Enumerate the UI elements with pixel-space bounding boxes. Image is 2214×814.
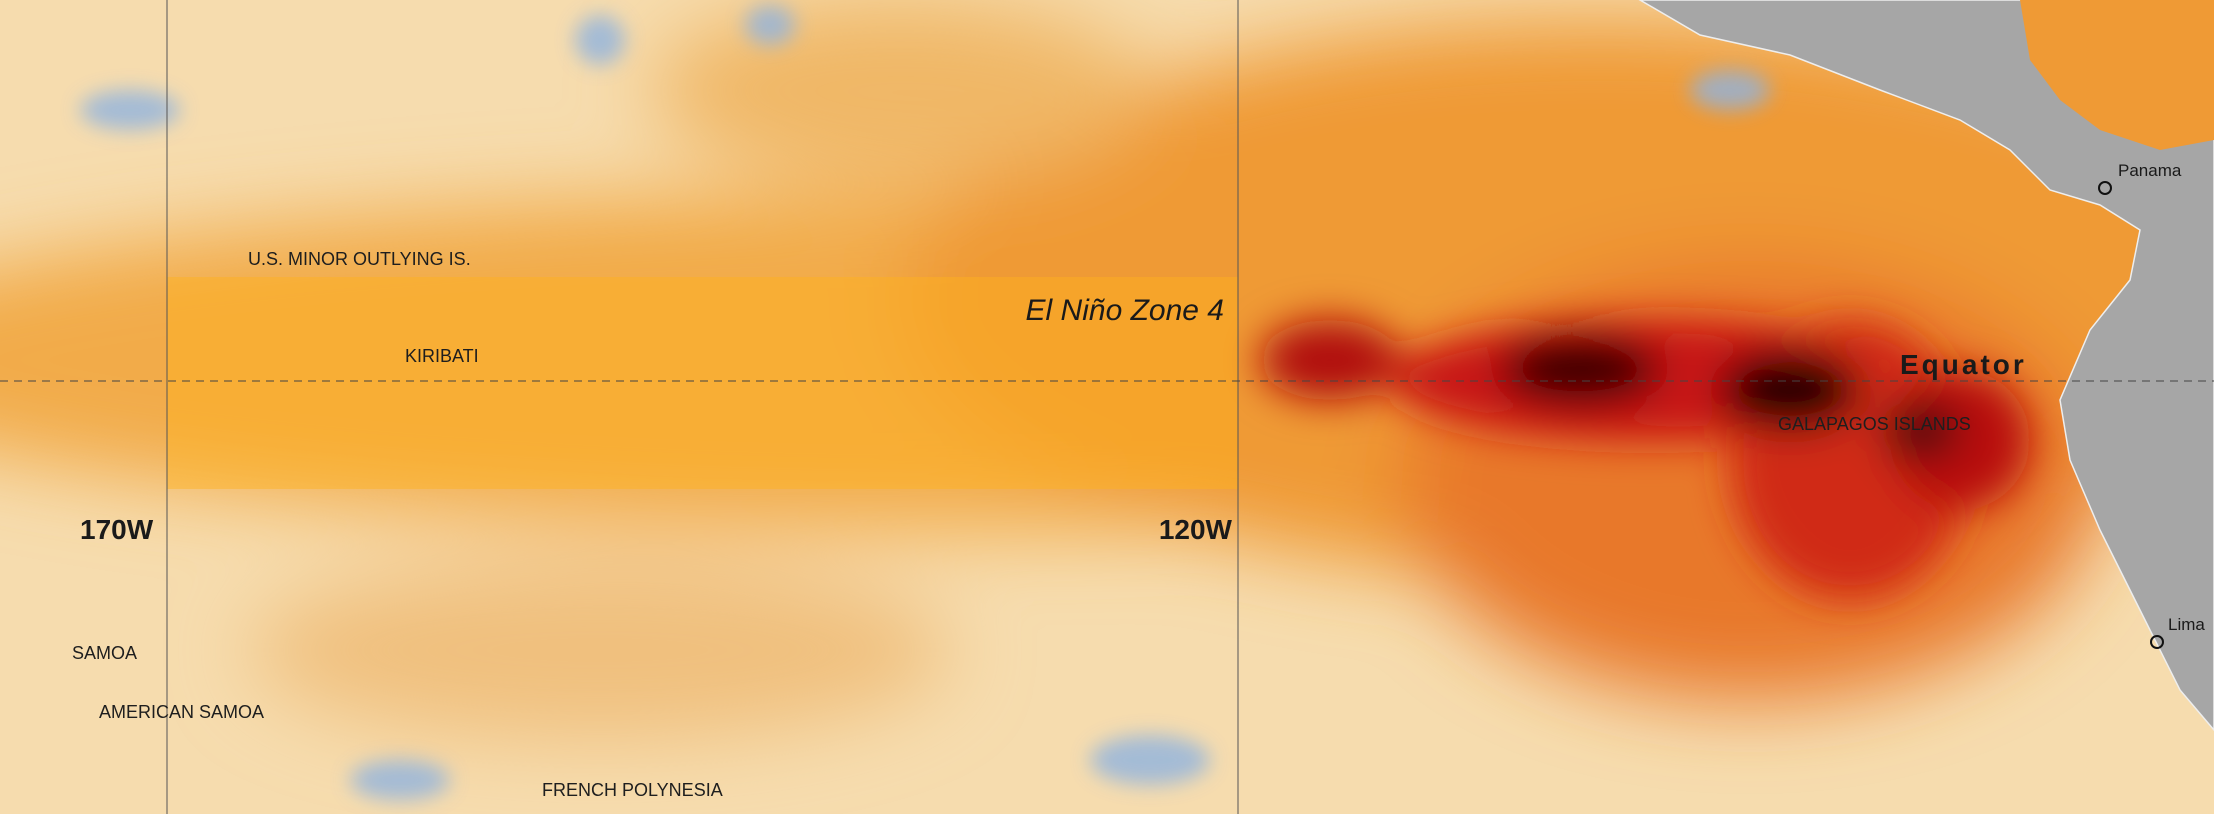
place-label: GALAPAGOS ISLANDS [1778,414,1971,434]
lima-marker [2150,635,2164,649]
place-label: AMERICAN SAMOA [99,702,264,722]
city-label: Panama [2118,161,2182,180]
labels: U.S. MINOR OUTLYING IS. KIRIBATI El Niño… [72,161,2205,800]
longitude-label: 120W [1159,514,1233,545]
land [1638,0,2214,732]
place-label: FRENCH POLYNESIA [542,780,723,800]
place-label: KIRIBATI [405,346,479,366]
equator-label: Equator [1900,349,2027,380]
panama-marker [2098,181,2112,195]
place-label: SAMOA [72,643,137,663]
longitude-label: 170W [80,514,154,545]
city-label: Lima [2168,615,2205,634]
zone-label: El Niño Zone 4 [1026,294,1224,327]
zone-4-area [167,277,1238,489]
place-label: U.S. MINOR OUTLYING IS. [248,249,471,269]
